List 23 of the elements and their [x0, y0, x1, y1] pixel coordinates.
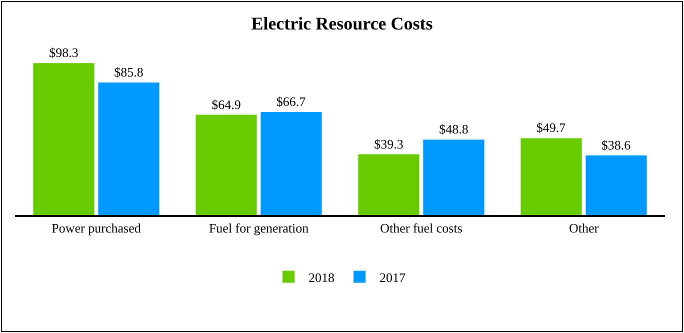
- bar: [586, 155, 647, 215]
- data-label: $38.6: [601, 137, 632, 152]
- data-label: $49.7: [536, 120, 566, 136]
- bar: [33, 63, 94, 215]
- bar: [520, 138, 582, 215]
- x-tick-label: Other: [568, 220, 600, 236]
- bar: [98, 82, 160, 215]
- x-tick-label: Other fuel costs: [380, 220, 462, 236]
- data-label: $66.7: [276, 94, 306, 109]
- legend-label: 2018: [308, 270, 334, 285]
- data-label: $39.3: [374, 136, 404, 152]
- x-tick-label: Power purchased: [52, 220, 142, 236]
- x-tick-label: Fuel for generation: [208, 220, 310, 236]
- data-label: $48.8: [439, 122, 468, 137]
- bar: [196, 114, 257, 215]
- bar: [423, 140, 484, 215]
- chart-title: Electric Resource Costs: [251, 14, 433, 34]
- data-label: $98.3: [49, 45, 78, 60]
- data-label: $64.9: [212, 96, 241, 112]
- data-label: $85.8: [114, 64, 144, 80]
- legend-label: 2017: [380, 270, 406, 285]
- bar: [358, 154, 420, 215]
- bar: [260, 112, 322, 215]
